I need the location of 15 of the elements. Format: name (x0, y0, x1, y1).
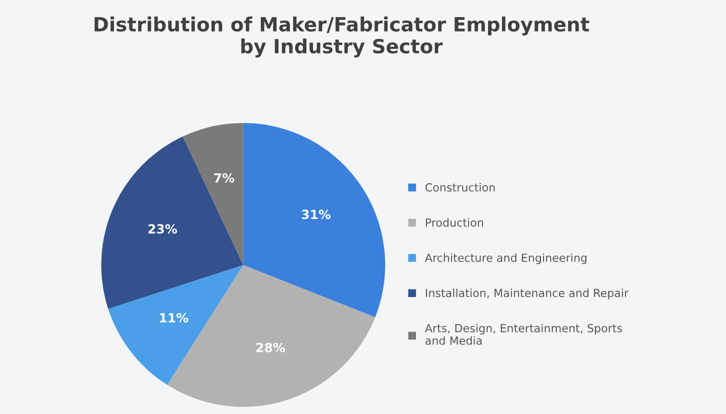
data-label: 7% (214, 173, 234, 183)
pie-slice (108, 264, 244, 385)
data-label: 11% (160, 313, 188, 323)
pie-slice (243, 123, 386, 318)
legend-label: Installation, Maintenance and Repair (426, 288, 629, 300)
data-label: 31% (302, 210, 331, 220)
data-label: 28% (256, 342, 285, 352)
pie-slice (182, 123, 244, 265)
legend-label: Construction (426, 182, 495, 192)
chart-title: Distribution of Maker/Fabricator Employment by Industry Sector (94, 16, 590, 58)
legend-label: Arts, Design, Entertainment, Sports and Media (424, 324, 622, 345)
legend-label: Architecture and Engineering (424, 253, 587, 264)
legend-label: Production (426, 218, 484, 227)
data-label: 23% (148, 224, 178, 234)
pie-slice (101, 136, 244, 309)
